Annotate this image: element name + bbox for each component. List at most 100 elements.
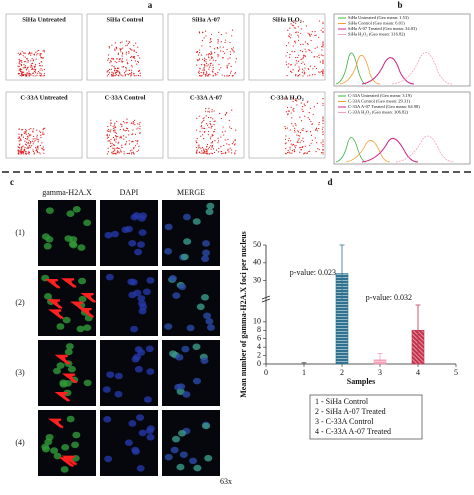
scatter-dot <box>301 58 303 60</box>
scatter-dot <box>297 34 299 36</box>
scatter-dot <box>319 61 321 63</box>
scatter-dot <box>38 152 40 154</box>
scatter-dot <box>32 143 34 145</box>
scatter-dot <box>24 132 26 135</box>
scatter-dot <box>117 52 120 54</box>
scatter-dot <box>205 61 207 63</box>
scatter-dot <box>36 146 38 148</box>
scatter-dot <box>204 30 207 32</box>
error-bar <box>377 353 383 364</box>
scatter-dot <box>296 62 298 64</box>
scatter-dot <box>113 152 115 155</box>
scatter-dot <box>199 146 201 148</box>
scatter-dot <box>302 61 304 63</box>
scatter-dot <box>27 152 29 154</box>
nucleus <box>41 443 50 451</box>
scatter-dot <box>200 124 203 127</box>
scatter-dot <box>284 138 287 140</box>
scatter-dot <box>32 131 34 133</box>
scatter-dot <box>39 65 41 67</box>
scatter-dot <box>106 153 109 155</box>
scatter-dot <box>115 46 117 48</box>
scatter-dot <box>231 109 233 111</box>
scatter-dot <box>207 153 209 155</box>
scatter-dot <box>19 59 21 61</box>
scatter-dot <box>209 138 212 140</box>
row-label: (3) <box>15 368 25 377</box>
scatter-dot <box>305 25 308 27</box>
scatter-dot <box>220 150 222 152</box>
scatter-dot <box>309 50 311 52</box>
scatter-dot <box>217 142 219 144</box>
scatter-dot <box>284 126 286 128</box>
scatter-dot <box>121 60 123 62</box>
scatter-dot <box>288 151 290 153</box>
scatter-dot <box>106 137 109 139</box>
scatter-dot <box>34 138 36 140</box>
scatter-dot <box>208 153 211 155</box>
scatter-dot <box>112 136 115 139</box>
scatter-dot <box>35 68 37 71</box>
scatter-dot <box>41 148 44 150</box>
x-tick-label: 3 <box>378 368 382 377</box>
scatter-dot <box>213 120 215 123</box>
scatter-dot <box>285 61 287 63</box>
scatter-dot <box>225 112 228 114</box>
y-tick-label: 50 <box>253 240 261 249</box>
scatter-dot <box>300 28 302 30</box>
scatter-dot <box>321 54 323 56</box>
scatter-dot <box>121 52 124 54</box>
scatter-dot <box>39 144 41 147</box>
scatter-dot <box>209 122 211 125</box>
scatter-dot <box>314 34 316 37</box>
scatter-dot <box>198 54 200 56</box>
scatter-dot <box>123 153 125 155</box>
scatter-dot <box>17 153 20 155</box>
scatter-dot <box>285 148 287 150</box>
nucleus <box>181 345 190 353</box>
scatter-dot <box>322 117 324 119</box>
scatter-dot <box>290 70 292 73</box>
scatter-dot <box>43 128 45 130</box>
scatter-dot <box>210 124 212 126</box>
scatter-dot <box>316 130 318 132</box>
scatter-dot <box>108 45 110 48</box>
scatter-dot <box>18 62 20 64</box>
scatter-dot <box>21 68 23 71</box>
scatter-dot <box>310 39 312 42</box>
nucleus <box>202 249 211 257</box>
scatter-dot <box>32 150 35 153</box>
scatter-dot <box>226 75 228 77</box>
scatter-dot <box>31 66 33 68</box>
scatter-dot <box>115 132 118 134</box>
scatter-dot <box>114 129 116 131</box>
scatter-dot <box>287 29 289 31</box>
scatter-dot <box>36 136 38 138</box>
scatter-dot <box>211 70 214 72</box>
scatter-dot <box>196 150 198 152</box>
scatter-dot <box>108 47 111 49</box>
scatter-dot <box>131 69 133 71</box>
scatter-dot <box>293 27 295 29</box>
nucleus <box>182 391 191 398</box>
scatter-dot <box>316 142 318 144</box>
scatter-dot <box>218 54 220 56</box>
scatter-dot <box>126 129 128 132</box>
scatter-dot <box>35 148 38 150</box>
scatter-dot <box>227 149 229 152</box>
scatter-dot <box>34 63 37 66</box>
scatter-dot <box>322 44 324 46</box>
scatter-dot <box>209 37 212 40</box>
scatter-dot <box>322 120 324 122</box>
nucleus <box>202 240 211 247</box>
scatter-dot <box>317 148 319 150</box>
scatter-dot <box>310 134 313 136</box>
nucleus <box>134 248 143 256</box>
scatter-dot <box>195 152 198 154</box>
scatter-dot <box>307 100 309 102</box>
scatter-dot <box>25 58 28 60</box>
scatter-dot <box>214 74 217 76</box>
scatter-dot <box>110 61 113 63</box>
row-label: (2) <box>15 298 25 307</box>
scatter-dot <box>201 150 203 152</box>
